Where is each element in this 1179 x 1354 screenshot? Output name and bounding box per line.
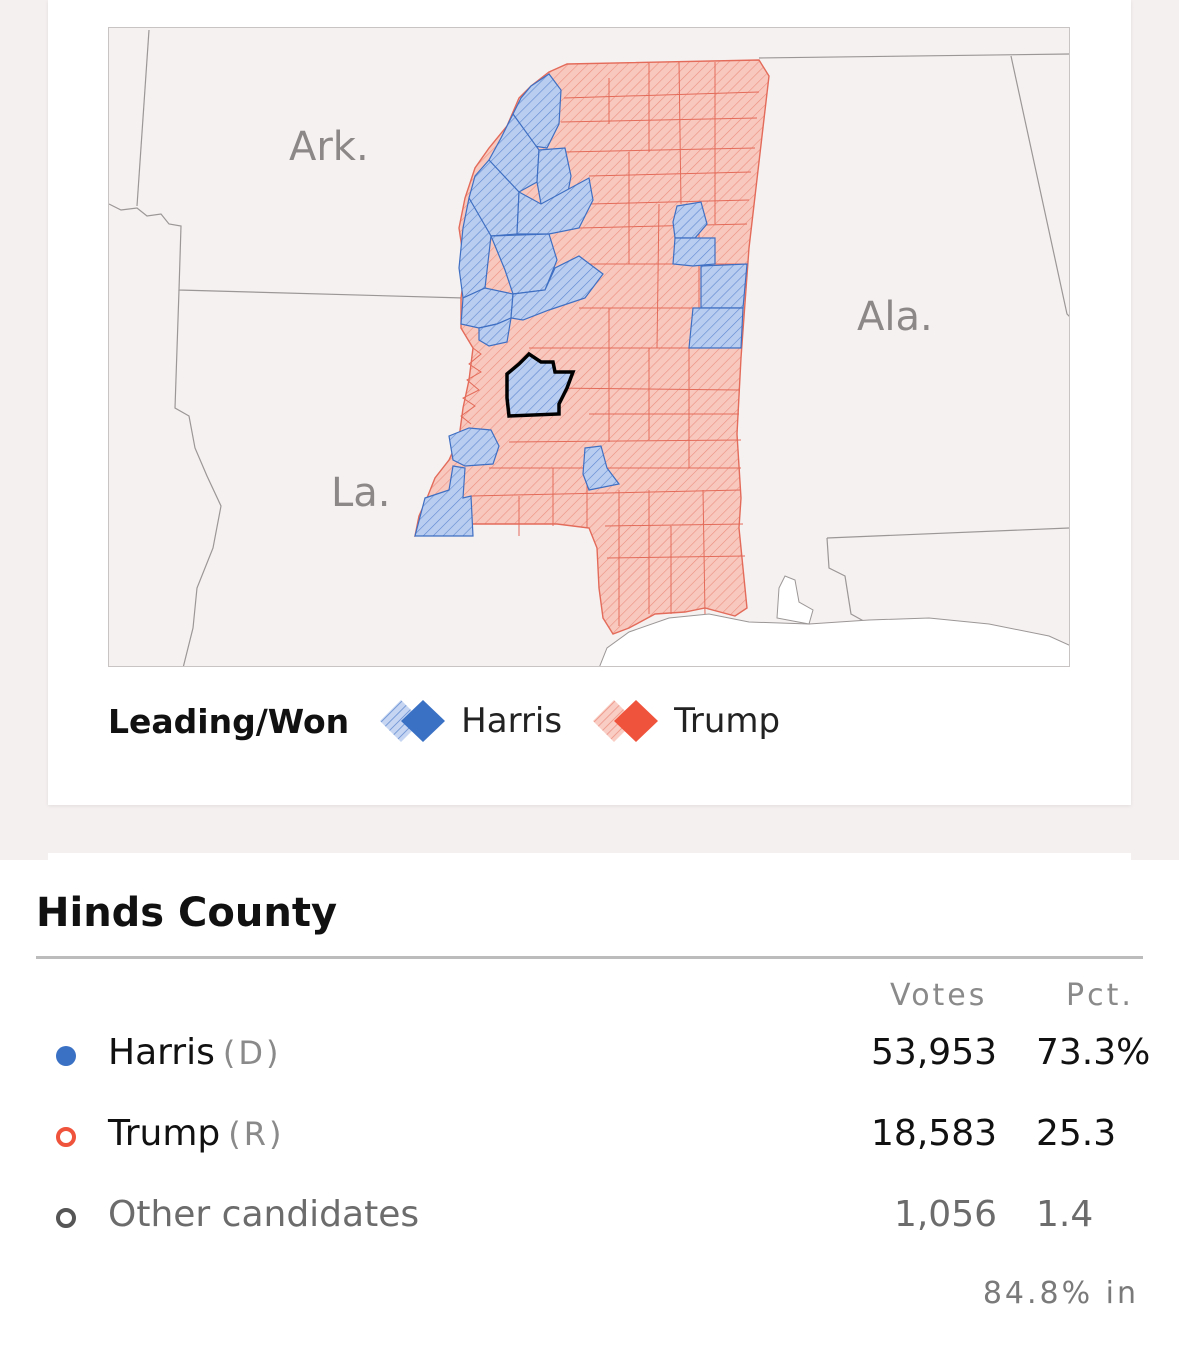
mobile-bay <box>776 575 814 625</box>
trump-diamond-icon <box>593 700 659 742</box>
legend-label-harris: Harris <box>461 701 563 741</box>
results-card <box>0 860 1179 1354</box>
river-edge <box>460 347 482 425</box>
state-label-arkansas: Ark. <box>289 124 369 170</box>
votes-value: 1,056 <box>893 1194 997 1235</box>
pct-value: 25.3 <box>1036 1113 1117 1154</box>
hinds-county <box>505 351 576 418</box>
pct-value: 1.4 <box>1036 1194 1094 1235</box>
votes-value: 18,583 <box>871 1113 997 1154</box>
pct-column-header: Pct. <box>1066 978 1134 1013</box>
state-label-alabama: Ala. <box>857 294 933 340</box>
other-ring-icon <box>56 1208 76 1228</box>
trump-ring-icon <box>56 1127 76 1147</box>
county-title: Hinds County <box>36 890 338 936</box>
legend-title: Leading/Won <box>108 701 350 741</box>
county-lines <box>470 61 760 626</box>
legend-item-harris: Harris <box>379 698 562 744</box>
divider <box>36 956 1143 959</box>
votes-value: 53,953 <box>871 1032 997 1073</box>
party-label: (R) <box>228 1115 285 1153</box>
harris-counties <box>414 73 748 537</box>
state-borders <box>109 29 1069 666</box>
harris-dot-icon <box>56 1046 76 1066</box>
candidate-name: Other candidates <box>108 1194 420 1235</box>
map-legend: Leading/Won Harris Trump <box>108 697 810 745</box>
map-svg <box>109 29 1069 666</box>
result-row-other: Other candidates 1,056 1.4 <box>0 1188 1179 1248</box>
result-row-trump: Trump (R) 18,583 25.3 <box>0 1107 1179 1167</box>
legend-item-trump: Trump <box>592 698 780 744</box>
reporting-status: 84.8% in <box>982 1276 1139 1311</box>
gulf-water <box>599 613 1069 666</box>
votes-column-header: Votes <box>890 978 988 1013</box>
result-row-harris: Harris (D) 53,953 73.3% <box>0 1026 1179 1086</box>
county-map[interactable]: Ark. Ala. La. <box>108 27 1070 667</box>
state-label-louisiana: La. <box>331 470 391 516</box>
harris-diamond-icon <box>380 700 446 742</box>
party-label: (D) <box>222 1034 282 1072</box>
results-tab-edge <box>48 853 1131 861</box>
pct-value: 73.3% <box>1036 1032 1151 1073</box>
candidate-name: Harris (D) <box>108 1032 282 1073</box>
candidate-name: Trump (R) <box>108 1113 285 1154</box>
legend-label-trump: Trump <box>674 701 781 741</box>
